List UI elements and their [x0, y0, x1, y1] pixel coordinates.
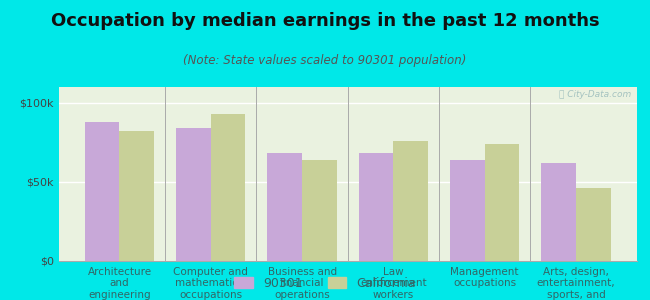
Text: Occupation by median earnings in the past 12 months: Occupation by median earnings in the pas…	[51, 12, 599, 30]
Text: ⓘ City-Data.com: ⓘ City-Data.com	[559, 91, 631, 100]
Bar	[302, 160, 337, 261]
Bar	[576, 188, 611, 261]
Bar	[359, 153, 393, 261]
Bar	[541, 163, 576, 261]
Bar	[84, 122, 120, 261]
Bar	[176, 128, 211, 261]
Bar	[211, 114, 246, 261]
Text: (Note: State values scaled to 90301 population): (Note: State values scaled to 90301 popu…	[183, 54, 467, 67]
Legend: 90301, California: 90301, California	[230, 273, 420, 294]
Bar	[485, 144, 519, 261]
Bar	[267, 153, 302, 261]
Bar	[120, 131, 154, 261]
Bar	[450, 160, 485, 261]
Bar	[393, 141, 428, 261]
